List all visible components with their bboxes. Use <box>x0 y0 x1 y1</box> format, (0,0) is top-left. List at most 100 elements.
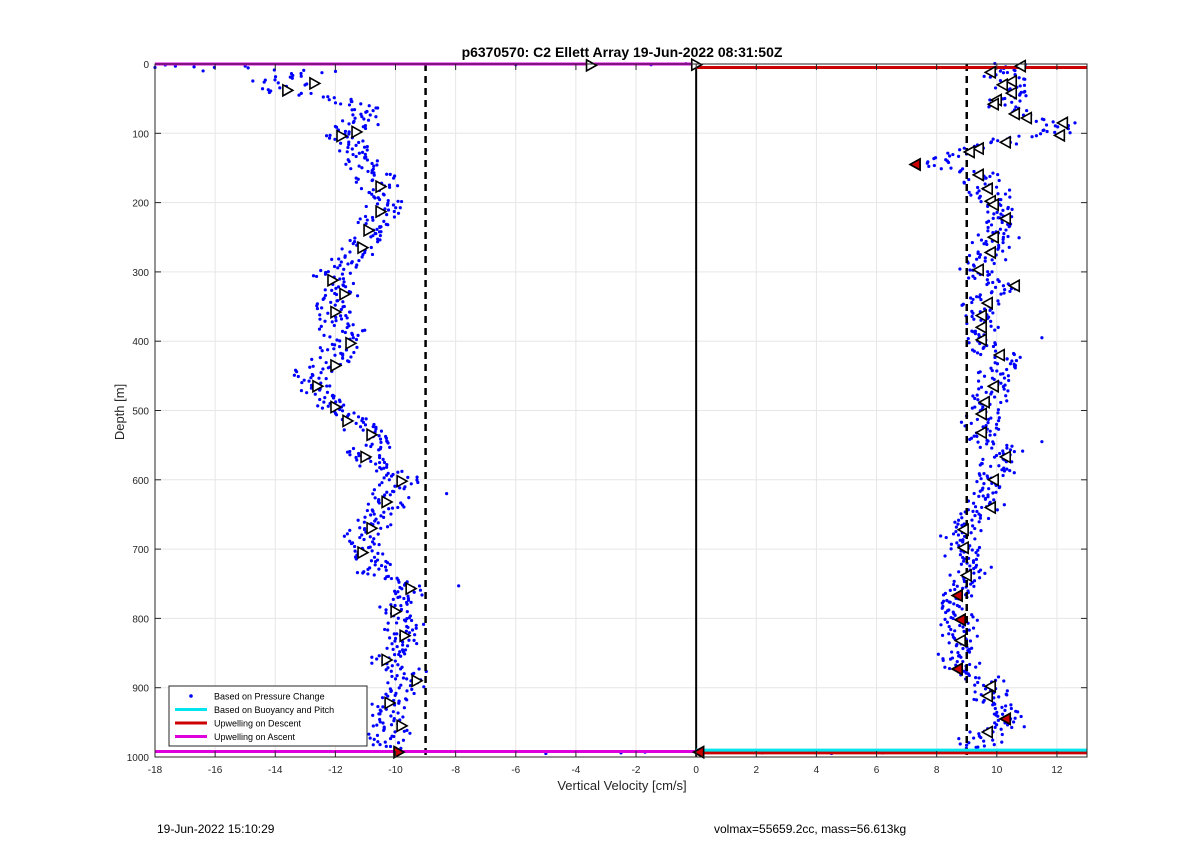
data-point <box>378 437 383 441</box>
data-point <box>338 314 343 318</box>
data-point <box>352 411 356 415</box>
data-point <box>375 159 379 163</box>
data-point <box>412 691 416 696</box>
data-point <box>396 199 400 203</box>
data-point <box>976 398 980 402</box>
data-point <box>389 474 394 478</box>
data-point <box>1005 693 1009 697</box>
data-point <box>394 206 398 210</box>
data-point <box>1016 710 1020 714</box>
data-point <box>325 390 330 394</box>
y-tick-label: 900 <box>132 684 149 695</box>
data-point <box>361 252 365 257</box>
data-point <box>968 639 973 643</box>
data-point <box>991 171 995 175</box>
data-point <box>372 164 376 168</box>
data-point <box>354 455 358 460</box>
data-point <box>350 333 355 337</box>
data-point <box>396 741 401 745</box>
y-tick-label: 200 <box>132 199 149 210</box>
data-point <box>302 378 306 382</box>
data-point <box>977 732 981 736</box>
data-point <box>300 380 304 385</box>
data-point <box>983 256 987 260</box>
data-point <box>388 636 392 640</box>
data-point <box>326 311 330 315</box>
data-point <box>1013 69 1017 73</box>
data-point <box>334 400 338 404</box>
data-point <box>366 502 370 506</box>
data-point <box>976 233 980 237</box>
data-point <box>404 629 408 633</box>
data-point <box>370 178 374 183</box>
data-point <box>303 83 307 87</box>
data-point <box>355 294 360 298</box>
x-tick-label: -8 <box>451 765 460 776</box>
data-point <box>386 561 390 565</box>
data-point <box>972 317 976 321</box>
data-point <box>986 421 990 425</box>
data-point <box>967 276 971 280</box>
data-point <box>330 320 334 324</box>
data-point <box>385 172 389 176</box>
data-point <box>1001 237 1005 241</box>
data-point <box>962 534 967 539</box>
data-point <box>974 550 978 555</box>
data-point <box>1002 291 1006 295</box>
data-point <box>1022 83 1027 87</box>
data-point <box>984 390 988 394</box>
data-point <box>290 76 294 80</box>
data-point <box>1040 440 1044 444</box>
data-point <box>975 618 979 622</box>
data-point <box>1004 704 1008 708</box>
data-point <box>266 88 270 92</box>
data-point <box>369 513 373 517</box>
data-point <box>341 305 345 309</box>
ascent-marker <box>974 320 987 335</box>
ascent-marker <box>1004 74 1018 89</box>
data-point <box>992 498 996 502</box>
data-point <box>401 643 405 647</box>
data-point <box>347 140 351 144</box>
data-point <box>371 743 375 747</box>
data-point <box>977 295 982 299</box>
data-point <box>360 255 364 259</box>
data-point <box>1018 355 1022 359</box>
descent-marker <box>282 83 295 98</box>
descent-marker <box>375 204 388 219</box>
x-tick-label: 6 <box>874 765 880 776</box>
data-point <box>977 387 981 391</box>
ascent-marker <box>1004 86 1018 100</box>
data-point <box>1010 444 1014 448</box>
data-point <box>323 288 327 292</box>
data-point <box>976 185 980 190</box>
x-tick-label: 10 <box>991 765 1003 776</box>
data-point <box>348 250 352 254</box>
data-point <box>346 145 350 150</box>
descent-marker <box>690 57 704 72</box>
data-point <box>367 190 372 195</box>
data-point <box>365 145 369 149</box>
data-point <box>364 417 368 421</box>
data-point <box>1008 195 1012 199</box>
data-point <box>958 742 962 746</box>
ascent-marker <box>1007 278 1021 293</box>
data-point <box>979 199 983 204</box>
data-point <box>398 650 402 654</box>
data-point <box>378 712 382 716</box>
data-point <box>334 292 339 297</box>
data-point <box>353 549 357 553</box>
data-point <box>1009 706 1013 711</box>
data-point <box>416 480 420 485</box>
data-point <box>957 737 961 741</box>
data-point <box>328 133 332 137</box>
y-tick-label: 700 <box>132 545 149 556</box>
data-point <box>979 352 983 357</box>
data-point <box>1006 389 1010 393</box>
data-point <box>372 555 377 559</box>
data-point <box>340 247 344 251</box>
data-point <box>392 209 396 214</box>
data-point <box>960 303 964 307</box>
y-axis-label: Depth [m] <box>112 384 127 440</box>
ascent-marker <box>995 77 1009 92</box>
